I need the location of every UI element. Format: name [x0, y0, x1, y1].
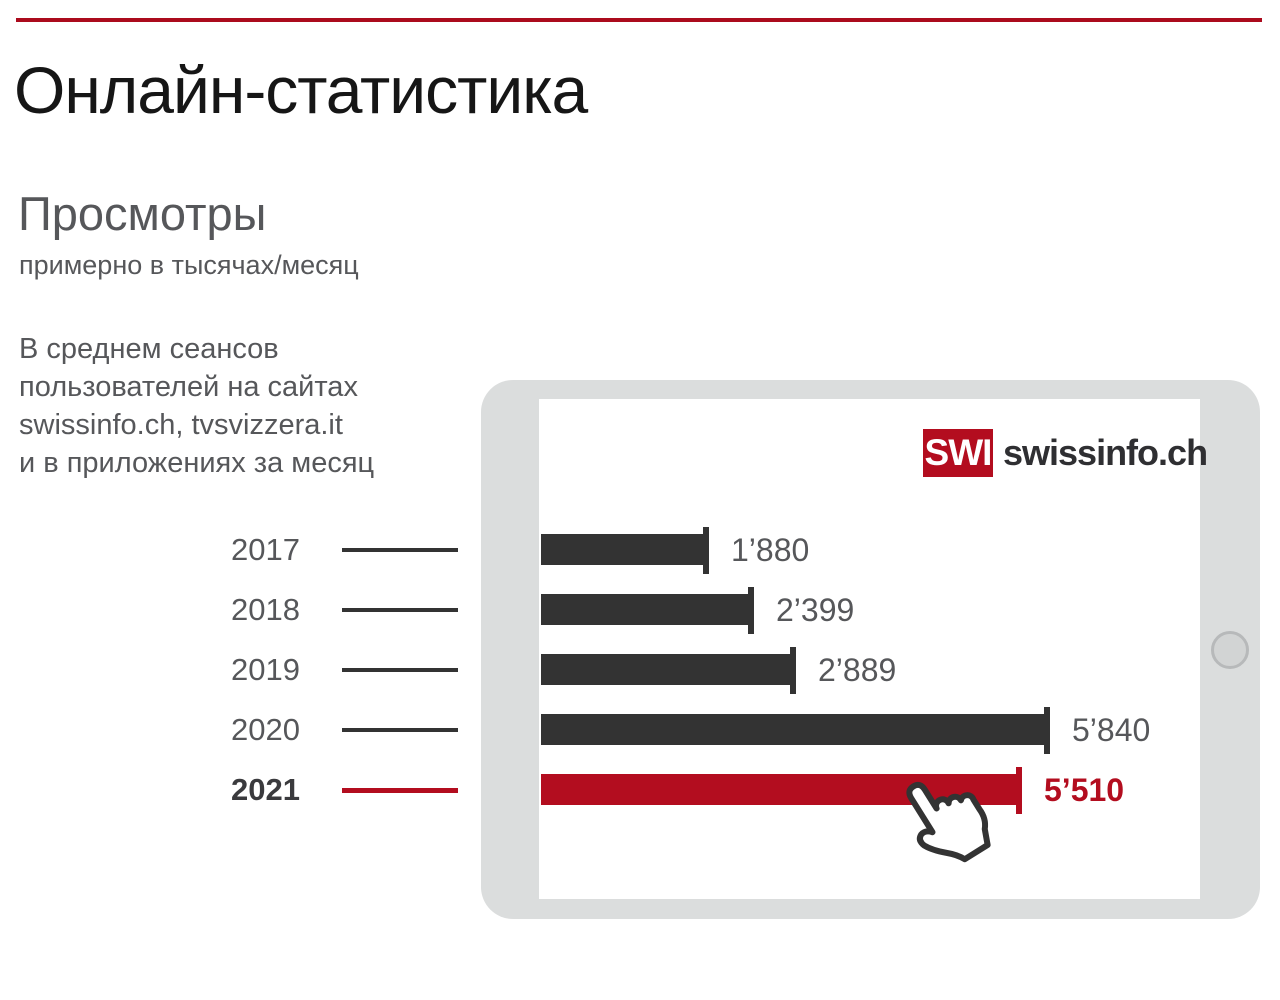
top-rule-divider — [16, 18, 1262, 22]
swi-logo-mark-label: SWI — [924, 432, 993, 473]
leader-line — [342, 608, 458, 612]
bar-end-cap — [703, 527, 709, 574]
bar-end-cap — [1044, 707, 1050, 754]
bar — [541, 594, 748, 625]
value-label: 5’840 — [1072, 712, 1151, 748]
page-title: Онлайн-статистика — [14, 53, 588, 127]
chart-subtitle: примерно в тысячах/месяц — [19, 250, 359, 280]
value-label: 2’399 — [776, 592, 855, 628]
leader-line — [342, 548, 458, 552]
chart-description: В среднем сеансов пользователей на сайта… — [19, 333, 375, 479]
leader-line — [342, 668, 458, 672]
value-label: 1’880 — [731, 532, 810, 568]
year-label: 2021 — [231, 772, 300, 807]
bar-end-cap — [790, 647, 796, 694]
bar-end-cap — [748, 587, 754, 634]
year-label: 2020 — [231, 712, 300, 747]
year-label: 2019 — [231, 652, 300, 687]
value-label: 2’889 — [818, 652, 897, 688]
bar-end-cap — [1016, 767, 1022, 814]
tablet-frame — [481, 380, 1260, 919]
leader-line — [342, 728, 458, 732]
hand-cursor-icon — [906, 781, 991, 863]
bar — [541, 534, 703, 565]
swi-logo-mark: SWI — [923, 429, 993, 477]
tablet-home-button-icon — [1211, 631, 1249, 669]
bar — [541, 654, 790, 685]
bar — [541, 714, 1044, 745]
tablet-screen — [539, 399, 1200, 899]
year-label: 2017 — [231, 532, 300, 567]
swissinfo-logo-text: swissinfo.ch — [1003, 432, 1208, 473]
year-label: 2018 — [231, 592, 300, 627]
chart-title: Просмотры — [18, 187, 267, 240]
leader-line — [342, 787, 458, 793]
value-label: 5’510 — [1044, 772, 1125, 808]
